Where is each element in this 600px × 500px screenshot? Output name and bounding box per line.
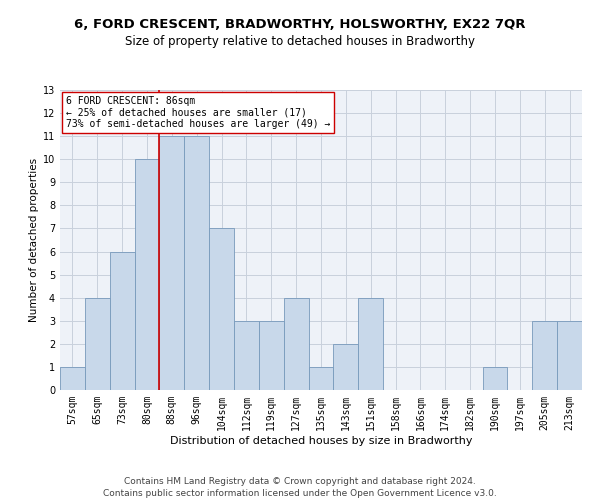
- Bar: [557, 321, 582, 390]
- Bar: [334, 344, 358, 390]
- Bar: [134, 159, 160, 390]
- Bar: [259, 321, 284, 390]
- Bar: [110, 252, 134, 390]
- Text: Size of property relative to detached houses in Bradworthy: Size of property relative to detached ho…: [125, 35, 475, 48]
- Bar: [284, 298, 308, 390]
- Bar: [308, 367, 334, 390]
- Text: Contains HM Land Registry data © Crown copyright and database right 2024.
Contai: Contains HM Land Registry data © Crown c…: [103, 476, 497, 498]
- Bar: [160, 136, 184, 390]
- Bar: [532, 321, 557, 390]
- Bar: [209, 228, 234, 390]
- Bar: [482, 367, 508, 390]
- Bar: [60, 367, 85, 390]
- Text: 6 FORD CRESCENT: 86sqm
← 25% of detached houses are smaller (17)
73% of semi-det: 6 FORD CRESCENT: 86sqm ← 25% of detached…: [65, 96, 330, 129]
- Bar: [184, 136, 209, 390]
- Text: 6, FORD CRESCENT, BRADWORTHY, HOLSWORTHY, EX22 7QR: 6, FORD CRESCENT, BRADWORTHY, HOLSWORTHY…: [74, 18, 526, 30]
- Bar: [234, 321, 259, 390]
- Y-axis label: Number of detached properties: Number of detached properties: [29, 158, 38, 322]
- Bar: [358, 298, 383, 390]
- Bar: [85, 298, 110, 390]
- X-axis label: Distribution of detached houses by size in Bradworthy: Distribution of detached houses by size …: [170, 436, 472, 446]
